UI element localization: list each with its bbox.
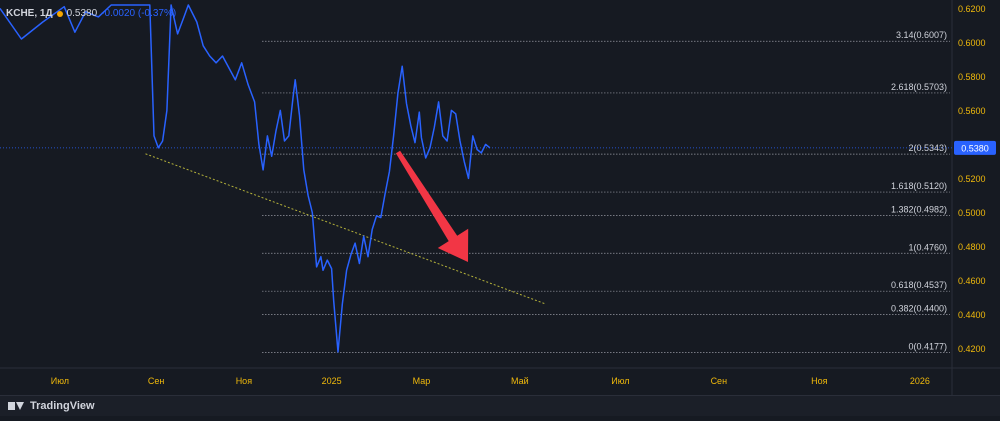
fib-level-label: 1.618(0.5120)	[891, 181, 947, 191]
y-tick-label: 0.6000	[958, 38, 986, 48]
fib-level-label: 0(0.4177)	[908, 341, 947, 351]
y-tick-label: 0.5200	[958, 174, 986, 184]
brand-label[interactable]: TradingView	[30, 400, 95, 412]
x-tick-label: 2026	[910, 376, 930, 386]
y-tick-label: 0.5000	[958, 208, 986, 218]
chart-header: KCHE, 1Д 0.5380 -0.0020 (-0.37%)	[6, 8, 176, 19]
y-tick-label: 0.4400	[958, 310, 986, 320]
x-tick-label: Ноя	[236, 376, 253, 386]
x-tick-label: Сен	[148, 376, 165, 386]
y-tick-label: 0.6200	[958, 4, 986, 14]
y-tick-label: 0.5800	[958, 72, 986, 82]
fib-level-label: 0.382(0.4400)	[891, 303, 947, 313]
x-tick-label: Ноя	[811, 376, 828, 386]
price-label: 0.5380	[66, 8, 98, 19]
last-price-label: 0.5380	[961, 143, 989, 153]
status-dot-icon	[56, 10, 63, 17]
fib-level-label: 3.14(0.6007)	[896, 30, 947, 40]
price-series-line	[0, 4, 491, 353]
down-arrow-icon	[395, 150, 469, 262]
x-tick-label: Мар	[413, 376, 431, 386]
x-tick-label: 2025	[322, 376, 342, 386]
last-price-badge	[954, 140, 996, 155]
fib-level-label: 1.382(0.4982)	[891, 205, 947, 215]
tradingview-logo-icon[interactable]	[8, 401, 24, 411]
x-tick-label: Май	[511, 376, 529, 386]
y-tick-label: 0.4800	[958, 242, 986, 252]
y-tick-label: 0.4200	[958, 344, 986, 354]
fib-level-label: 2.618(0.5703)	[891, 82, 947, 92]
x-tick-label: Июл	[51, 376, 69, 386]
fib-level-label: 1(0.4760)	[908, 242, 947, 252]
symbol-label[interactable]: KCHE, 1Д	[6, 8, 53, 19]
y-tick-label: 0.4600	[958, 276, 986, 286]
x-tick-label: Июл	[611, 376, 629, 386]
footer-bar: TradingView	[0, 395, 1000, 416]
fib-level-label: 0.618(0.4537)	[891, 280, 947, 290]
x-tick-label: Сен	[711, 376, 728, 386]
y-tick-label: 0.5600	[958, 106, 986, 116]
price-axis-panel	[952, 0, 1000, 395]
trend-line	[145, 153, 546, 305]
change-label: -0.0020 (-0.37%)	[101, 8, 177, 19]
